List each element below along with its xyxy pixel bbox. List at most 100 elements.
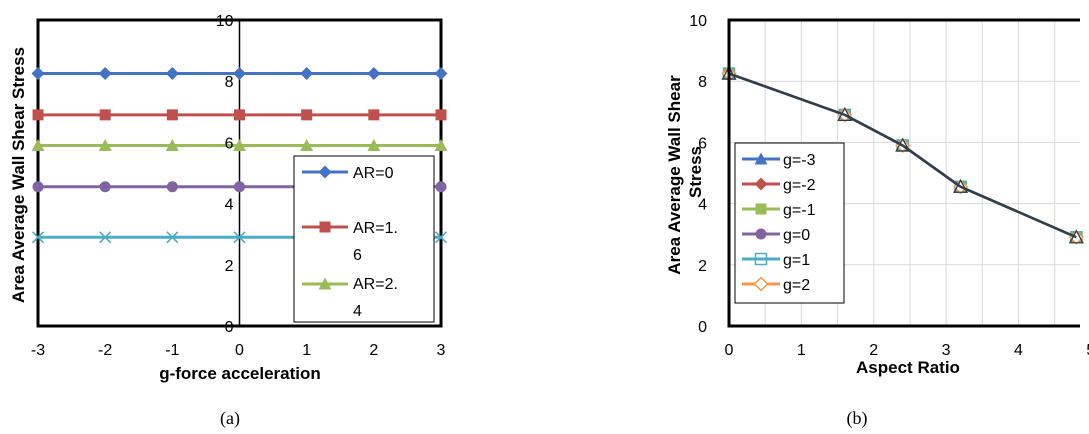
- chart-a-series-3-point: [31, 138, 45, 151]
- chart-a-x-tick-label: -1: [165, 342, 179, 359]
- chart-a-y-tick-label: 0: [225, 319, 234, 336]
- chart-a-series-3-point: [434, 138, 448, 151]
- chart-b-x-tick-label: 0: [725, 342, 734, 359]
- chart-a-series-1-point: [31, 67, 45, 81]
- chart-b-y-tick-label: 6: [698, 135, 707, 152]
- chart-a-x-axis-label: g-force acceleration: [159, 364, 321, 383]
- chart-a-series-2-point: [301, 109, 313, 121]
- chart-b-x-tick-label: 1: [797, 342, 806, 359]
- chart-b-y-tick-label: 8: [698, 74, 707, 91]
- chart-a-series-3-point: [300, 138, 314, 151]
- chart-b-series-7-line: [728, 72, 1077, 239]
- chart-b-series-layer: [721, 65, 1084, 245]
- chart-b-y-tick-label: 4: [698, 197, 707, 214]
- chart-a-series-2-point: [234, 109, 245, 121]
- chart-a-series-2-point: [99, 109, 111, 121]
- chart-a-series-1-point: [98, 67, 112, 81]
- chart-a-legend: AR=0 AR=1. 6 AR=2. 4: [293, 155, 435, 323]
- chart-b-x-axis-label: Aspect Ratio: [856, 358, 960, 377]
- chart-b-legend-label-6: g=2: [783, 277, 810, 294]
- chart-a-series-1-point: [367, 67, 381, 81]
- chart-b-y-axis-label-line-1: Area Average Wall Shear: [665, 75, 684, 275]
- chart-a-series-5-point: [166, 231, 179, 244]
- chart-a-x-tick-label: 0: [235, 342, 244, 359]
- chart-a-series-layer: [31, 67, 448, 244]
- chart-a-series-2-point: [166, 109, 178, 121]
- chart-b-y-tick-label: 10: [689, 13, 707, 30]
- chart-a-y-tick-label: 8: [225, 74, 234, 91]
- chart-a-series-3-point: [98, 138, 112, 151]
- chart-b-legend-label-2: g=-2: [783, 177, 816, 194]
- chart-a-series-4-point: [166, 181, 178, 193]
- chart-b-y-axis-label-line-2: Stress: [686, 146, 705, 198]
- chart-a-y-tick-label: 4: [225, 197, 234, 214]
- chart-a-legend-label-6: 4: [353, 303, 362, 320]
- chart-a-legend-marker-2: [319, 221, 331, 233]
- chart-a-x-tick-labels: -3 -2 -1 0 1 2 3: [31, 342, 446, 359]
- chart-a-legend-label-4: 6: [353, 247, 362, 264]
- chart-a-x-tick-label: -2: [98, 342, 112, 359]
- chart-a-series-2-point: [368, 109, 380, 121]
- chart-b-legend-box: [734, 142, 845, 304]
- chart-b-series-7-point: [895, 137, 911, 152]
- chart-a-x-tick-label: 1: [302, 342, 311, 359]
- chart-a-series-5-point: [99, 231, 112, 244]
- chart-b-legend-marker-6: [753, 276, 769, 292]
- chart-b-legend-marker-5: [754, 252, 768, 266]
- chart-a-series-4-point: [99, 181, 111, 193]
- chart-a-legend-label-1: AR=0: [353, 165, 394, 182]
- chart-b-caption: (b): [847, 408, 868, 429]
- chart-a-y-tick-label: 6: [225, 135, 234, 152]
- chart-a-legend-label-5: AR=2.: [353, 276, 398, 293]
- chart-a-legend-marker-1: [318, 165, 332, 179]
- chart-b: 0 2 4 6 8 10 0 1 2 3 4 5 Aspect Ratio Area Average…: [665, 13, 1089, 429]
- chart-a-y-tick-labels: 0 2 4 6 8 10: [216, 13, 234, 336]
- chart-a-series-3-point: [165, 138, 179, 151]
- chart-a-caption: (a): [220, 408, 240, 429]
- chart-a-legend-box: [293, 155, 435, 323]
- chart-b-legend-label-3: g=-1: [783, 202, 816, 219]
- chart-a-legend-label-3: AR=1.: [353, 220, 398, 237]
- chart-b-x-tick-label: 5: [1086, 342, 1089, 359]
- chart-b-x-tick-label: 4: [1014, 342, 1023, 359]
- chart-a-series-2-point: [32, 109, 44, 121]
- chart-b-legend-label-4: g=0: [783, 227, 810, 244]
- chart-a-y-axis-label: Area Average Wall Shear Stress: [9, 47, 28, 303]
- chart-b-legend-marker-2: [754, 177, 768, 191]
- chart-b-legend-marker-1: [754, 152, 768, 165]
- chart-b-legend-marker-4: [755, 228, 767, 240]
- chart-a-series-5-point: [434, 231, 448, 244]
- chart-a-series-1-point: [233, 67, 246, 81]
- chart-a-series-4-point: [435, 181, 447, 193]
- chart-a-series-1-point: [165, 67, 179, 81]
- chart-b-plot-frame: [727, 18, 1080, 328]
- chart-b-x-tick-label: 3: [942, 342, 951, 359]
- chart-b-y-tick-label: 2: [698, 258, 707, 275]
- chart-a-y-tick-label: 2: [225, 258, 234, 275]
- chart-a-series-2-point: [435, 109, 447, 121]
- chart-b-x-tick-labels: 0 1 2 3 4 5: [725, 342, 1089, 359]
- chart-b-legend-label-5: g=1: [783, 252, 810, 269]
- chart-a-legend-marker-3: [318, 277, 332, 290]
- chart-b-series-7-point: [1068, 229, 1084, 244]
- chart-b-legend: g=-3 g=-2 g=-1 g=0 g=1 g=2: [734, 142, 845, 304]
- chart-a-series-1-point: [300, 67, 314, 81]
- chart-a-series-3-point: [233, 138, 246, 151]
- chart-a-x-tick-label: 3: [437, 342, 446, 359]
- chart-b-series-7-point: [952, 178, 969, 193]
- chart-a-series-4-point: [32, 181, 44, 193]
- chart-a-y-tick-label: 10: [216, 13, 234, 30]
- chart-b-series-7-point: [837, 106, 853, 122]
- chart-a-series-1-point: [434, 67, 448, 81]
- chart-b-x-tick-label: 2: [869, 342, 878, 359]
- chart-b-y-tick-label: 0: [698, 319, 707, 336]
- chart-b-y-tick-labels: 0 2 4 6 8 10: [689, 13, 707, 336]
- chart-b-legend-marker-3: [755, 203, 767, 215]
- chart-a-series-5-point: [233, 231, 246, 244]
- chart-a-x-tick-label: 2: [369, 342, 378, 359]
- chart-a-series-5-point: [31, 231, 45, 244]
- chart-a-x-tick-label: -3: [31, 342, 45, 359]
- chart-a-series-3-point: [367, 138, 381, 151]
